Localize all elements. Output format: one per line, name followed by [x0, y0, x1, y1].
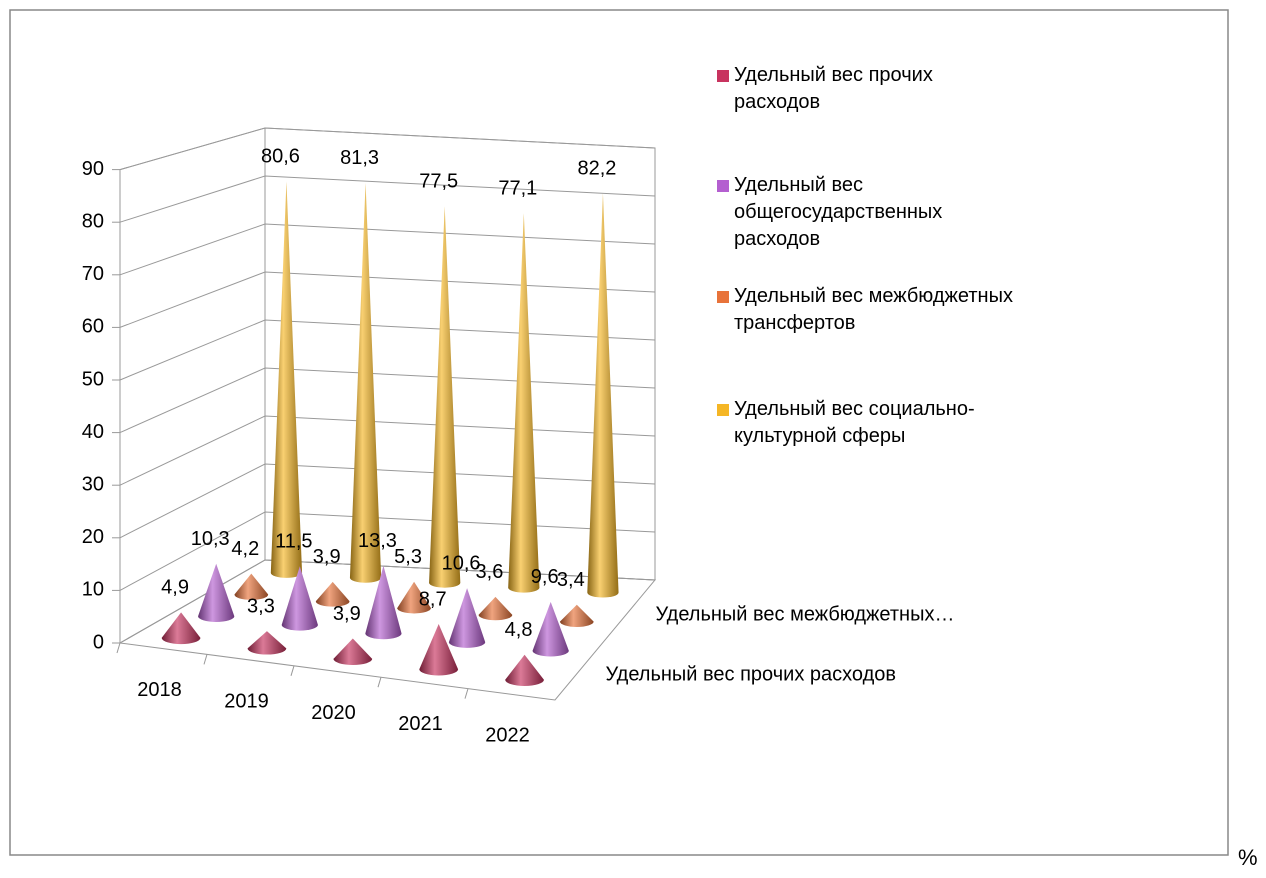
data-label: 82,2 [577, 158, 616, 180]
grid-line [119, 415, 656, 486]
y-tick-label: 0 [93, 631, 104, 653]
grid-line [119, 175, 656, 223]
unit-label: % [1238, 845, 1258, 870]
cone [270, 181, 303, 578]
legend-swatch [717, 180, 729, 192]
grid-line [119, 271, 656, 328]
cone [333, 638, 373, 666]
cone [234, 573, 269, 600]
y-tick-label: 20 [82, 526, 104, 548]
data-label: 3,9 [313, 546, 341, 568]
data-label: 3,3 [247, 595, 275, 617]
data-label: 9,6 [531, 566, 559, 588]
grid-line [119, 367, 656, 434]
grid-line [119, 319, 656, 381]
x-tick-label: 2022 [485, 725, 530, 747]
cone [478, 596, 513, 621]
data-label: 10,3 [191, 528, 230, 550]
data-label: 8,7 [419, 588, 447, 610]
y-tick-label: 40 [82, 421, 104, 443]
cone [397, 581, 431, 614]
grid-line [119, 223, 656, 276]
data-label: 4,2 [231, 538, 259, 560]
data-label: 3,6 [476, 561, 504, 583]
legend-swatch [717, 404, 729, 416]
grid-line [119, 463, 656, 539]
cone [429, 206, 461, 588]
data-label: 5,3 [394, 546, 422, 568]
data-label: 77,1 [498, 177, 537, 199]
y-tick-label: 60 [82, 316, 104, 338]
legend-item: Удельный вес прочих расходов [717, 62, 1017, 116]
legend-item: Удельный вес общегосударственных расходо… [717, 172, 1017, 253]
data-label: 3,4 [557, 569, 585, 591]
cone [559, 604, 594, 628]
data-label: 10,6 [442, 552, 481, 574]
data-label: 11,5 [275, 531, 312, 553]
data-label: 81,3 [340, 147, 379, 169]
legend-label: Удельный вес социально-культурной сферы [734, 398, 975, 447]
y-tick-label: 50 [82, 368, 104, 390]
data-label: 13,3 [358, 530, 397, 552]
cone [349, 182, 382, 583]
depth-label: Удельный вес прочих расходов [606, 663, 897, 685]
legend-label: Удельный вес общегосударственных расходо… [734, 174, 943, 250]
legend-swatch [717, 70, 729, 82]
legend-item: Удельный вес социально-культурной сферы [717, 396, 1017, 450]
legend-label: Удельный вес межбюджетных трансфертов [734, 285, 1013, 334]
x-tick-label: 2018 [137, 679, 182, 701]
legend-swatch [717, 291, 729, 303]
data-label: 77,5 [419, 171, 458, 193]
y-tick-label: 90 [82, 158, 104, 180]
y-tick-label: 80 [82, 210, 104, 232]
cone [365, 565, 402, 640]
x-tick [464, 688, 469, 699]
legend-item: Удельный вес межбюджетных трансфертов [717, 283, 1017, 337]
cone [315, 581, 350, 607]
y-tick-label: 10 [82, 579, 104, 601]
data-label: 4,8 [505, 619, 533, 641]
data-label: 80,6 [261, 146, 300, 168]
data-label: 3,9 [333, 603, 361, 625]
cone [419, 624, 459, 676]
left-wall [119, 127, 266, 644]
cone [448, 588, 486, 648]
x-tick-label: 2021 [398, 713, 443, 735]
x-tick [203, 654, 208, 665]
data-label: 4,9 [161, 577, 189, 599]
y-tick-label: 30 [82, 473, 104, 495]
chart-frame [9, 9, 1229, 856]
x-tick-label: 2019 [224, 690, 269, 712]
cone [247, 631, 287, 655]
cone [505, 654, 544, 686]
legend-label: Удельный вес прочих расходов [734, 64, 933, 113]
cone [198, 563, 235, 622]
depth-label: Удельный вес межбюджетных… [656, 603, 955, 625]
cone [587, 193, 619, 598]
x-tick [116, 642, 121, 654]
cone [532, 601, 569, 657]
x-tick [377, 677, 382, 688]
cone [161, 612, 201, 645]
y-tick-label: 70 [82, 263, 104, 285]
cone [281, 566, 318, 631]
cone [508, 213, 540, 593]
x-tick-label: 2020 [311, 702, 356, 724]
grid-line [119, 127, 656, 171]
x-tick [290, 665, 295, 676]
